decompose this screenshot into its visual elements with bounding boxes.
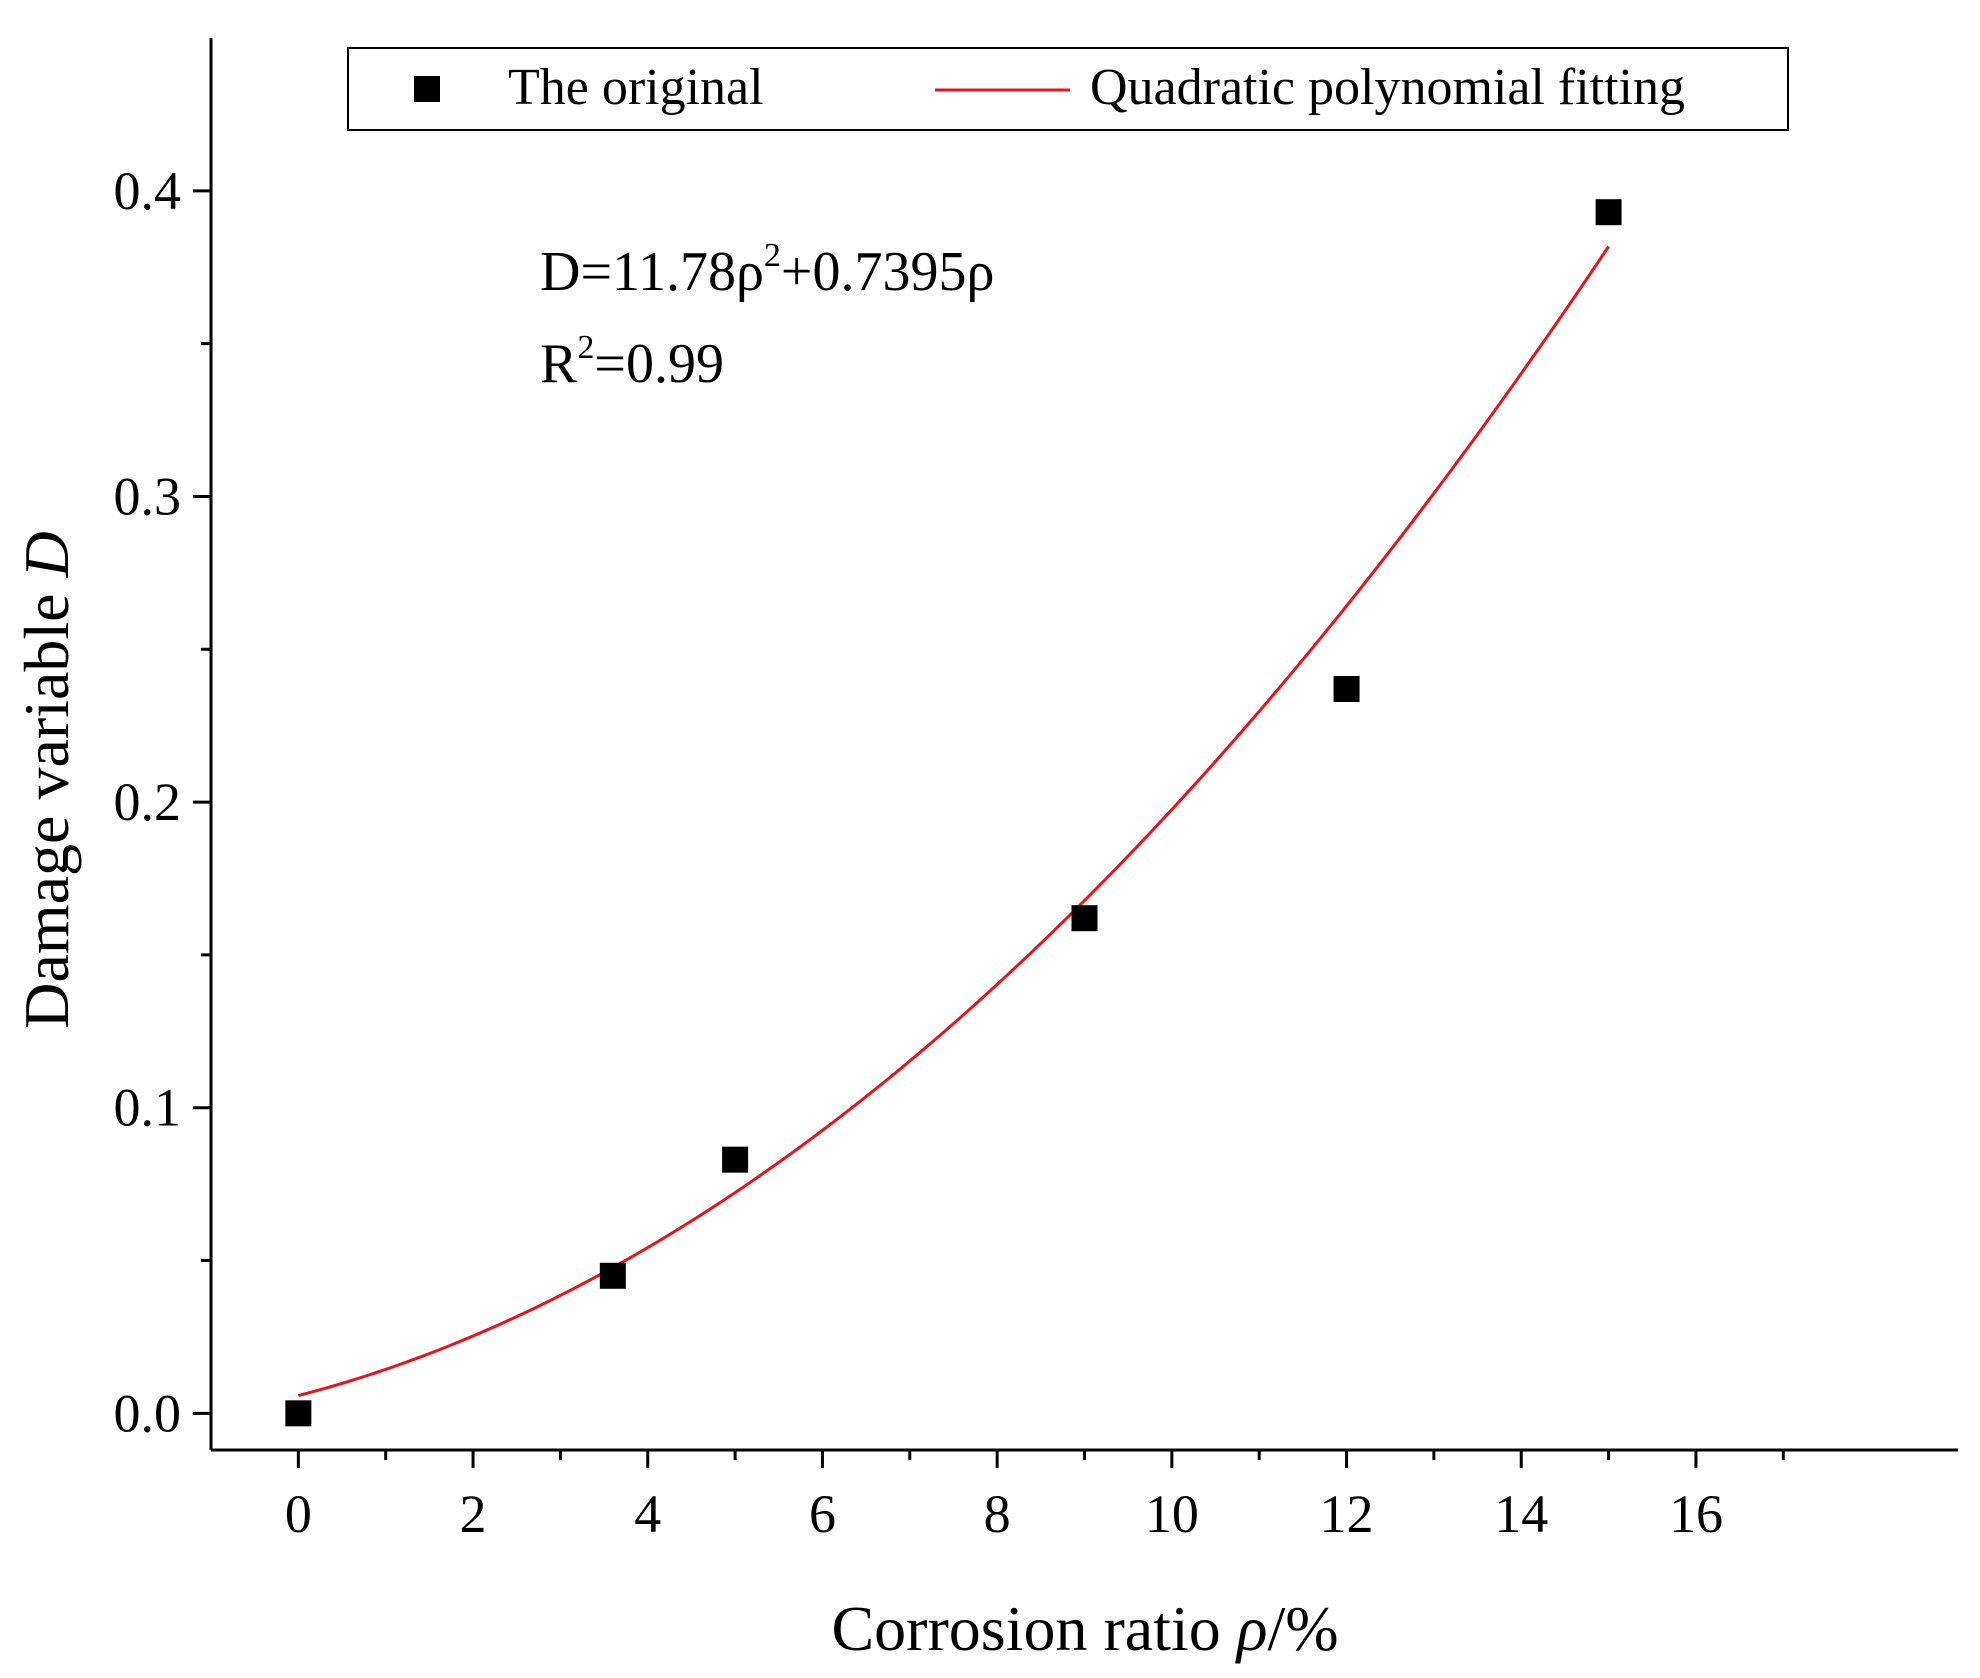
x-tick-label: 12 (1320, 1484, 1374, 1544)
r2-rest: =0.99 (594, 333, 724, 395)
x-axis-label: Corrosion ratio (831, 1593, 1220, 1664)
x-axis-unit: /% (1267, 1593, 1338, 1664)
y-tick-label: 0.2 (114, 772, 182, 832)
x-ticks: 0 2 4 6 8 10 12 14 16 (285, 1450, 1785, 1544)
y-tick-label: 0.1 (114, 1078, 182, 1138)
r2-superscript: 2 (577, 329, 594, 366)
x-axis-title: Corrosion ratio ρ/% (831, 1593, 1338, 1664)
axes (209, 38, 1958, 1452)
data-point (1333, 675, 1360, 702)
y-tick-label: 0.3 (114, 466, 182, 526)
legend-label-original: The original (508, 59, 764, 116)
legend: The original Quadratic polynomial fittin… (347, 47, 1789, 131)
equation-main: D=11.78ρ (540, 241, 764, 303)
x-tick-label: 6 (809, 1484, 836, 1544)
y-tick-label: 0.0 (114, 1383, 182, 1443)
points-layer (285, 199, 1622, 1427)
legend-label-fit: Quadratic polynomial fitting (1090, 59, 1685, 116)
data-point (1071, 905, 1098, 932)
data-point (599, 1262, 626, 1289)
x-tick-label: 14 (1494, 1484, 1548, 1544)
fit-curve (297, 245, 1610, 1398)
x-tick-label: 8 (984, 1484, 1011, 1544)
equation-annotation: D=11.78ρ2+0.7395ρ (540, 237, 994, 303)
y-axis-symbol: D (11, 531, 82, 578)
x-tick-label: 2 (460, 1484, 487, 1544)
r-squared-annotation: R2=0.99 (540, 329, 724, 395)
data-point (722, 1146, 749, 1173)
fit-layer (297, 245, 1610, 1398)
x-tick-label: 4 (634, 1484, 661, 1544)
y-axis-label: Damage variable (11, 593, 82, 1028)
data-point (1595, 199, 1622, 226)
equation-rest: +0.7395ρ (781, 241, 995, 303)
x-tick-label: 10 (1145, 1484, 1199, 1544)
y-ticks: 0.0 0.1 0.2 0.3 0.4 (114, 161, 211, 1443)
y-axis-title: Damage variable D (11, 531, 82, 1029)
r2-main: R (540, 333, 578, 395)
x-axis-symbol: ρ (1235, 1593, 1268, 1664)
legend-marker-square (414, 76, 440, 102)
y-tick-label: 0.4 (114, 161, 182, 221)
x-tick-label: 0 (285, 1484, 312, 1544)
equation-superscript: 2 (764, 237, 781, 274)
x-tick-label: 16 (1669, 1484, 1723, 1544)
data-point (285, 1400, 312, 1427)
